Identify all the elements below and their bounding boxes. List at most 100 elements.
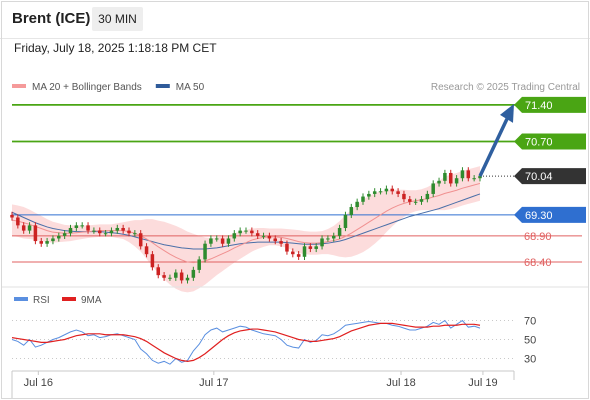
- candle-body: [185, 277, 190, 281]
- level-tag-71.40: [514, 96, 586, 113]
- candle-body: [156, 267, 161, 276]
- candle-body: [314, 246, 318, 249]
- level-label-71.40: 71.40: [525, 100, 553, 112]
- candle-body: [296, 254, 301, 257]
- legend-swatch-rsi-1: [62, 297, 76, 301]
- candle-body: [21, 225, 26, 231]
- level-label-70.70: 70.70: [525, 137, 553, 149]
- candle-body: [138, 233, 143, 247]
- candle-body: [279, 241, 283, 244]
- candle-body: [460, 170, 465, 179]
- legend-label-main-0: MA 20 + Bollinger Bands: [32, 82, 142, 93]
- legend-swatch-rsi-0: [14, 297, 28, 301]
- x-tick-label: Jul 19: [468, 377, 497, 389]
- candle-body: [361, 196, 365, 202]
- candle-body: [402, 193, 406, 200]
- rsi-tick-30: 30: [524, 354, 536, 366]
- candle-body: [174, 272, 178, 278]
- timeframe-button[interactable]: 30 MIN: [92, 7, 143, 31]
- candle-body: [68, 227, 73, 234]
- candle-body: [384, 188, 389, 192]
- candle-body: [267, 235, 272, 239]
- candle-body: [408, 199, 412, 202]
- candle-body: [209, 238, 213, 244]
- candle-body: [97, 230, 102, 234]
- candle-body: [273, 238, 278, 242]
- legend-swatch-main-0: [12, 84, 26, 88]
- candle-body: [109, 230, 114, 234]
- candle-body: [191, 269, 196, 278]
- candle-body: [472, 178, 476, 180]
- candle-body: [349, 207, 354, 215]
- candle-body: [45, 241, 49, 244]
- candle-body: [179, 272, 184, 281]
- candle-body: [62, 233, 67, 236]
- legend-swatch-main-1: [155, 84, 170, 88]
- rsi-tick-70: 70: [524, 316, 536, 328]
- candle-body: [367, 193, 371, 197]
- candle-body: [285, 243, 289, 252]
- level-label-68.40: 68.40: [524, 257, 552, 269]
- candle-body: [308, 246, 313, 249]
- rsi-ma9-line: [11, 322, 481, 362]
- candle-body: [226, 238, 231, 244]
- candle-body: [425, 193, 430, 200]
- candle-body: [443, 172, 447, 181]
- candle-body: [320, 238, 324, 247]
- candle-body: [454, 178, 459, 184]
- candle-body: [144, 246, 149, 255]
- x-tick-label: Jul 17: [199, 377, 228, 389]
- candle-body: [390, 188, 395, 192]
- candle-body: [214, 238, 219, 240]
- candle-body: [150, 254, 155, 268]
- candle-body: [396, 191, 400, 194]
- candle-body: [437, 180, 441, 184]
- candle-body: [238, 230, 242, 234]
- legend-label-rsi-0: RSI: [33, 295, 50, 306]
- candle-body: [326, 238, 330, 240]
- candle-body: [10, 214, 14, 218]
- forecast-arrow-head: [500, 103, 514, 123]
- candle-body: [343, 214, 348, 228]
- candle-body: [250, 230, 254, 234]
- candle-body: [244, 230, 248, 232]
- candle-body: [337, 227, 342, 236]
- level-tag-70.04: [514, 168, 586, 185]
- level-label-70.04: 70.04: [525, 171, 553, 183]
- candle-body: [220, 238, 225, 244]
- candle-body: [33, 225, 38, 242]
- candle-body: [291, 251, 295, 255]
- candle-body: [197, 259, 201, 270]
- candle-body: [255, 233, 260, 236]
- rsi-tick-50: 50: [524, 335, 536, 347]
- candle-body: [121, 227, 125, 231]
- candle-body: [127, 230, 131, 234]
- candle-body: [27, 225, 32, 231]
- candle-body: [203, 243, 207, 260]
- candle-body: [431, 183, 435, 194]
- candle-body: [74, 225, 79, 228]
- ma20-line: [11, 182, 481, 264]
- bollinger-band: [12, 166, 480, 293]
- candle-body: [232, 233, 237, 239]
- candle-body: [103, 233, 108, 235]
- candle-body: [80, 225, 84, 227]
- x-tick-label: Jul 18: [386, 377, 415, 389]
- candle-body: [86, 225, 90, 231]
- x-tick-label: Jul 16: [24, 377, 53, 389]
- legend-label-main-1: MA 50: [176, 82, 205, 93]
- datetime-label: Friday, July 18, 2025 1:18:18 PM CET: [14, 41, 217, 55]
- candle-body: [168, 277, 172, 279]
- candle-body: [51, 238, 55, 242]
- level-label-68.90: 68.90: [524, 231, 552, 243]
- candle-body: [92, 230, 96, 232]
- candle-body: [419, 199, 424, 202]
- candle-body: [466, 170, 471, 179]
- candle-body: [115, 227, 120, 231]
- candle-body: [162, 275, 166, 278]
- level-tag-70.70: [514, 133, 586, 150]
- candle-body: [355, 201, 359, 208]
- level-label-69.30: 69.30: [525, 210, 553, 222]
- candle-body: [331, 235, 336, 239]
